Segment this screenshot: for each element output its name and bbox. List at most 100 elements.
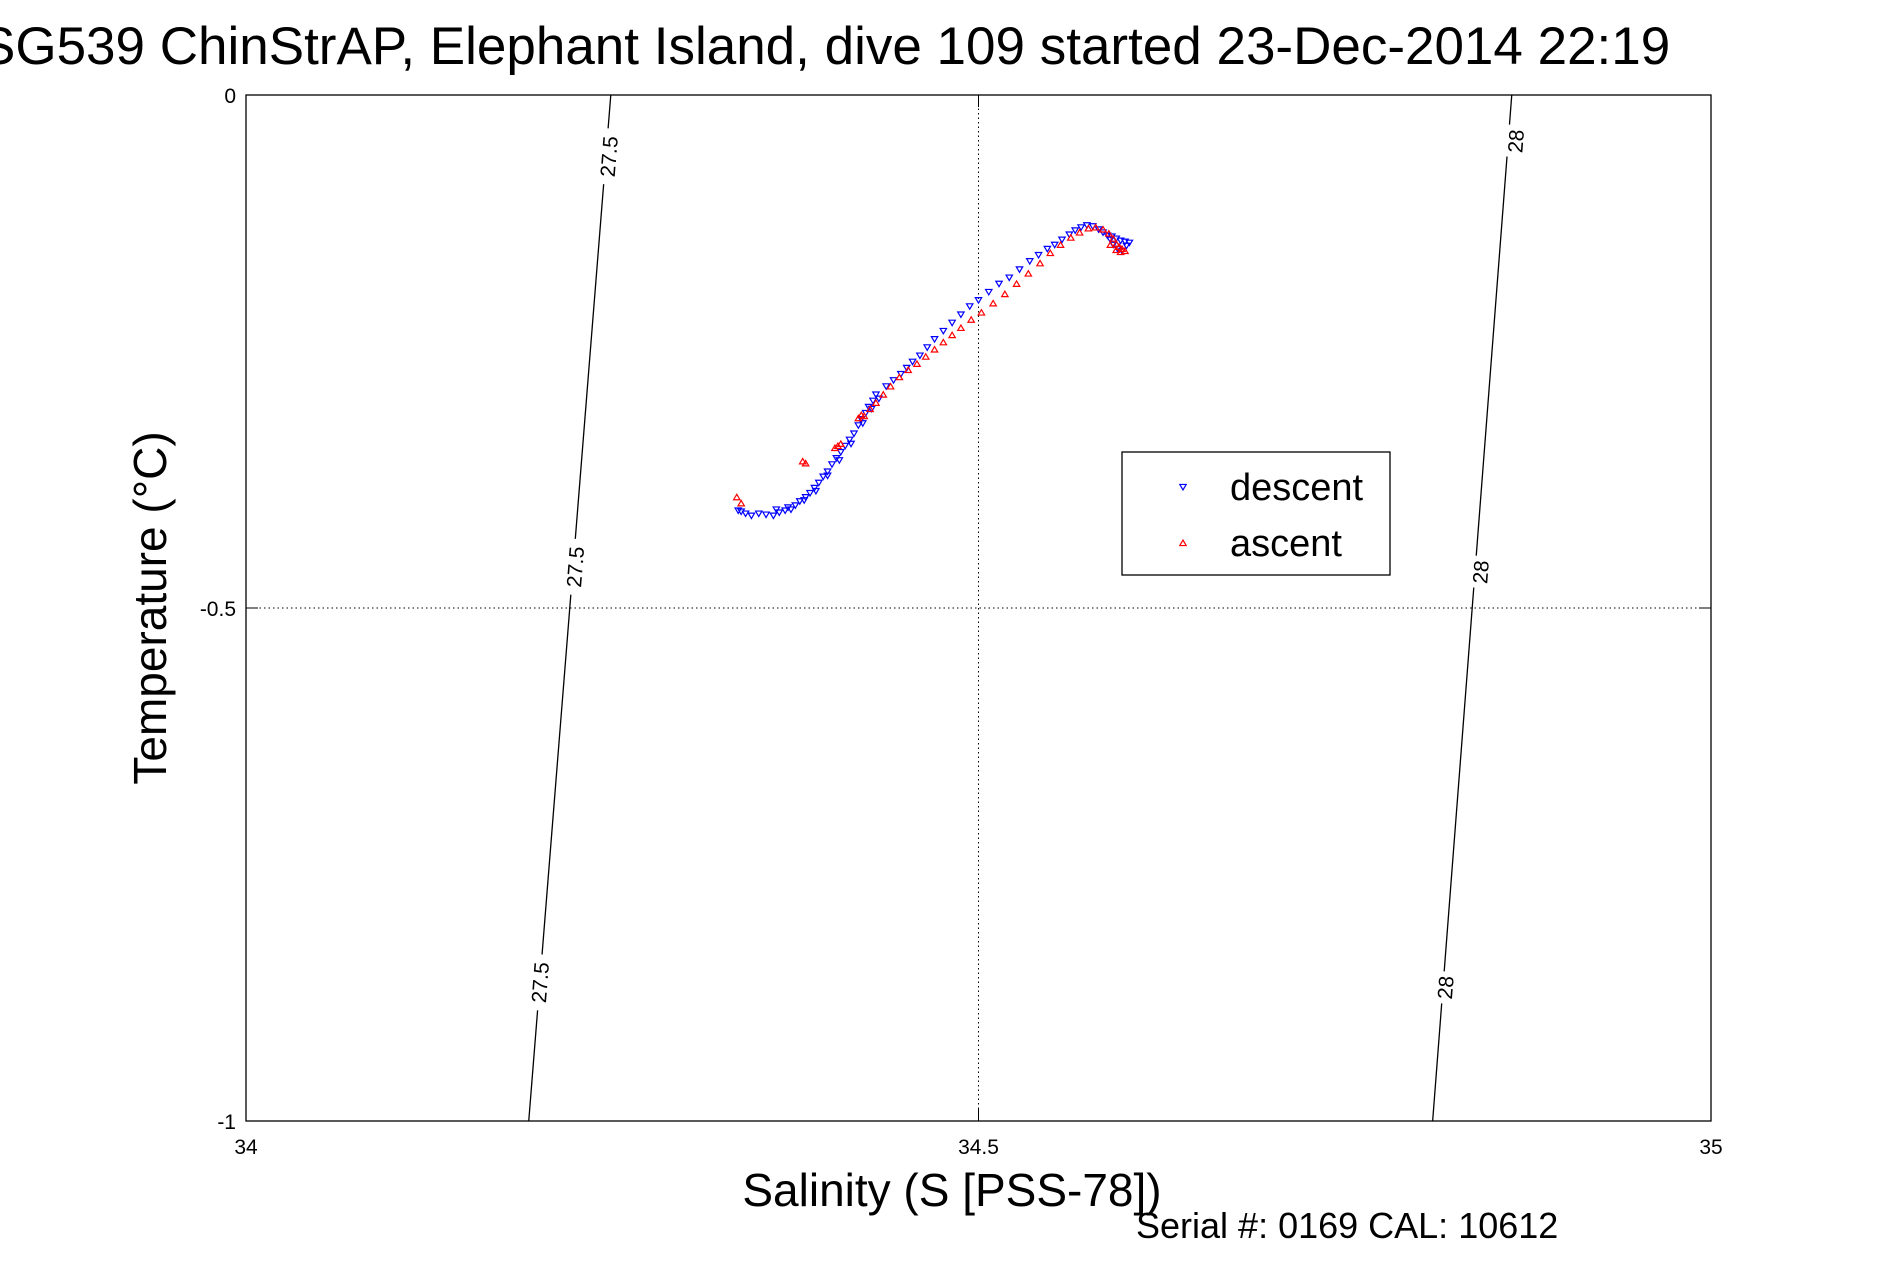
descent-point-3: [747, 512, 756, 520]
isopycnal-label-0-2: 27.5: [594, 127, 625, 186]
descent-point-15: [814, 479, 824, 487]
isopycnal-label-text: 28: [1504, 129, 1529, 154]
ascent-point-41: [1120, 246, 1130, 255]
isopycnal-label-gap: [1466, 555, 1496, 590]
descent-point-47: [930, 336, 939, 344]
ascent-point-12: [879, 390, 888, 398]
ascent-point-34: [1091, 223, 1100, 231]
ascent-point-22: [966, 315, 976, 323]
descent-point-79: [1122, 242, 1131, 250]
ascent-point-31: [1066, 233, 1076, 241]
ascent-point-23: [977, 308, 986, 316]
ascent-point-10: [865, 404, 875, 413]
ascent-point-43: [1111, 245, 1121, 254]
isopycnal-label-gap: [1501, 124, 1531, 159]
descent-point-59: [1043, 245, 1052, 253]
descent-point-58: [1034, 251, 1043, 260]
isopycnal-label-1-0: 28: [1431, 970, 1461, 1005]
ascent-point-9: [859, 412, 869, 420]
descent-point-11: [795, 498, 805, 506]
ascent-point-26: [1012, 279, 1021, 287]
descent-point-2: [741, 510, 750, 518]
descent-point-56: [1015, 266, 1024, 274]
descent-point-54: [994, 280, 1004, 288]
descent-point-35: [823, 472, 832, 480]
descent-point-19: [832, 455, 841, 463]
ascent-point-21: [956, 323, 966, 332]
descent-point-17: [823, 468, 832, 476]
descent-point-38: [783, 504, 793, 512]
x-tick-label-1: 34.5: [958, 1136, 999, 1159]
ascent-point-17: [921, 352, 931, 360]
descent-point-10: [791, 502, 800, 510]
isopycnal-label-text: 28: [1469, 560, 1494, 585]
descent-point-18: [827, 461, 837, 469]
ascent-point-39: [1114, 242, 1124, 251]
ascent-point-37: [1109, 234, 1118, 242]
x-tick-label-0: 34: [234, 1136, 258, 1159]
ascent-point-0: [732, 493, 742, 501]
ascent-point-15: [903, 365, 913, 374]
ascent-point-20: [947, 331, 957, 339]
x-tick-label-2: 35: [1699, 1136, 1722, 1159]
descent-point-41: [889, 377, 898, 385]
descent-point-8: [780, 507, 790, 515]
legend-label-ascent: ascent: [1230, 523, 1342, 565]
descent-point-53: [984, 288, 994, 297]
descent-point-4: [754, 510, 763, 518]
isopycnal-label-gap: [1431, 970, 1461, 1005]
legend-label-descent: descent: [1230, 467, 1364, 509]
descent-point-7: [775, 509, 784, 517]
descent-point-23: [849, 430, 859, 438]
descent-point-22: [845, 436, 854, 444]
descent-point-37: [799, 497, 809, 505]
ascent-point-36: [1104, 229, 1114, 237]
descent-point-64: [1076, 224, 1086, 232]
ascent-point-2: [798, 457, 807, 465]
descent-point-39: [772, 506, 781, 514]
descent-point-60: [1050, 241, 1059, 249]
descent-point-50: [956, 311, 966, 319]
descent-point-28: [868, 397, 878, 405]
isopycnal-label-text: 27.5: [597, 135, 623, 178]
ascent-point-5: [833, 441, 843, 450]
ascent-point-3: [801, 459, 810, 467]
descent-point-61: [1057, 236, 1067, 244]
ascent-point-1: [736, 499, 746, 507]
descent-point-31: [867, 405, 876, 414]
descent-point-16: [818, 473, 828, 481]
descent-point-46: [922, 344, 932, 352]
descent-point-5: [761, 511, 771, 519]
ascent-point-28: [1035, 259, 1045, 267]
isopycnal-label-text: 27.5: [528, 961, 554, 1004]
legend-marker-descent: [1178, 483, 1188, 492]
descent-point-63: [1070, 227, 1080, 235]
ascent-point-11: [871, 398, 881, 406]
isopycnal-label-0-0: 27.5: [525, 953, 556, 1012]
descent-point-29: [871, 391, 881, 399]
isopycnal-label-0-1: 27.5: [560, 538, 591, 596]
legend-box: [1121, 451, 1391, 576]
descent-point-36: [811, 487, 821, 496]
axis-ticks: 34 34.5 35 0 -0.5 -1: [200, 85, 1723, 1159]
scatter-series: [732, 222, 1134, 520]
y-tick-label-2: -1: [217, 1111, 236, 1134]
x-axis-label: Salinity (S [PSS-78]): [742, 1164, 1161, 1216]
descent-point-57: [1025, 258, 1035, 266]
ascent-point-27: [1024, 269, 1033, 277]
ascent-point-25: [1000, 289, 1010, 298]
descent-point-0: [733, 507, 743, 515]
descent-point-32: [858, 420, 868, 428]
descent-point-44: [908, 358, 917, 366]
descent-point-13: [805, 489, 815, 498]
ascent-point-6: [836, 439, 846, 447]
descent-point-30: [874, 395, 884, 403]
ascent-point-18: [930, 345, 939, 353]
ascent-point-19: [939, 338, 948, 346]
isopycnal-line-27.5: [528, 95, 612, 1121]
descent-point-55: [1005, 274, 1014, 282]
serial-calibration-note: Serial #: 0169 CAL: 10612: [1136, 1205, 1558, 1246]
ascent-point-13: [886, 382, 895, 390]
isopycnal-line-28: [1432, 95, 1513, 1121]
